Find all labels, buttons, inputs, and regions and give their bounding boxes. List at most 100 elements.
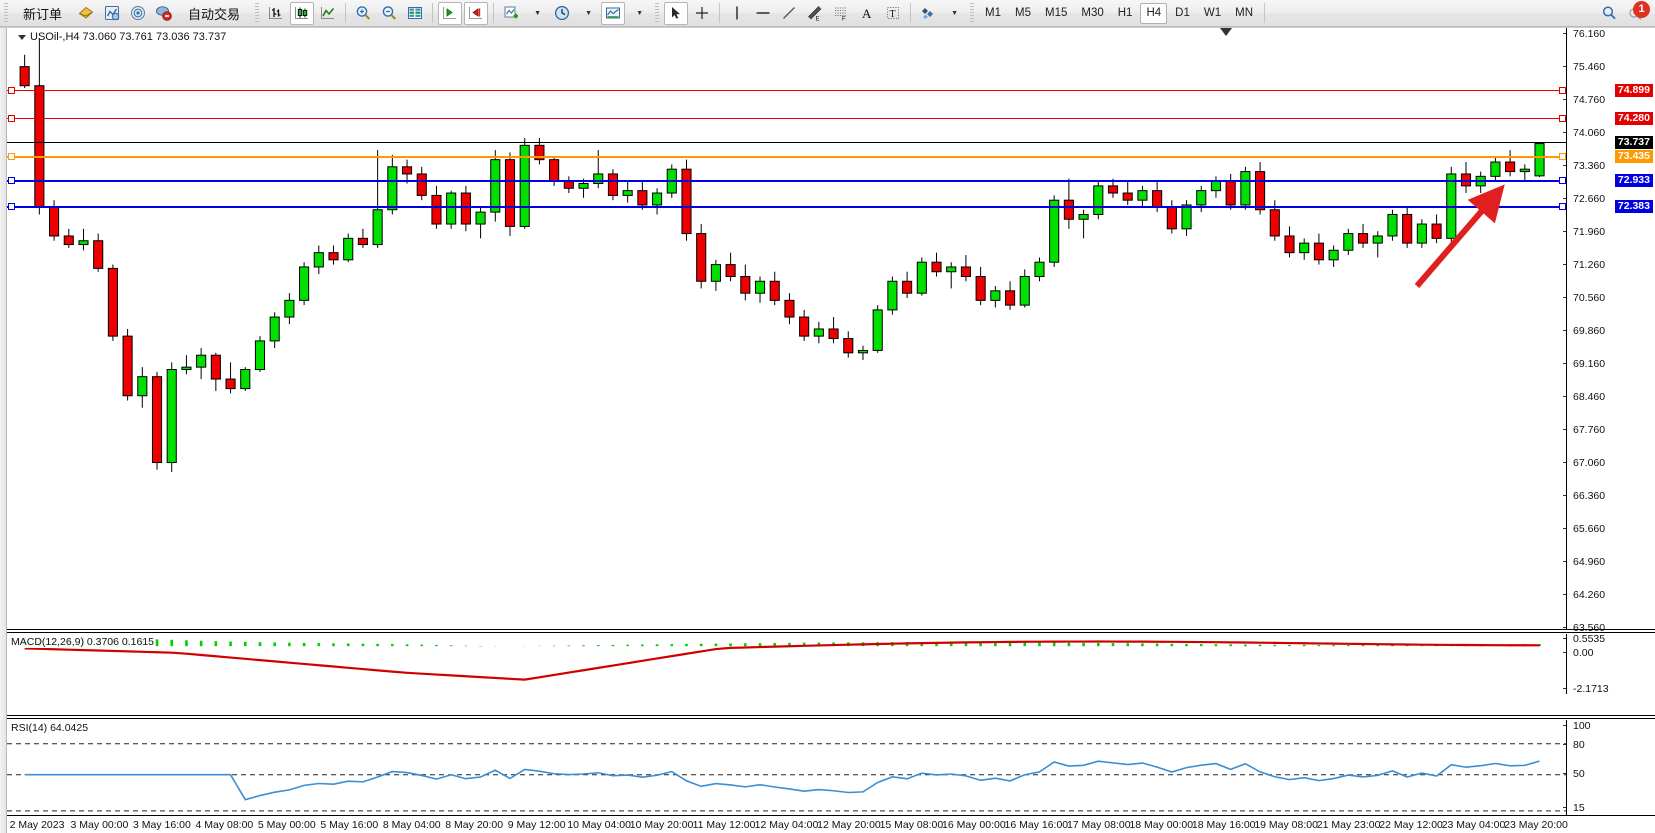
price-label-current-price: 73.737 — [1614, 136, 1653, 149]
grid-icon[interactable] — [403, 2, 427, 25]
price-tick: 71.260 — [1562, 260, 1605, 270]
new-order-button[interactable]: 新订单 — [13, 2, 72, 25]
level-handle-resistance-lower-left[interactable] — [8, 115, 15, 122]
timeframe-h1[interactable]: H1 — [1117, 7, 1133, 19]
timeframe-h4[interactable]: H4 — [1140, 2, 1168, 24]
new-order-icon[interactable] — [74, 2, 98, 25]
search-icon[interactable] — [1597, 2, 1621, 25]
price-scale[interactable]: 76.160 75.460 74.760 74.060 73.360 72.66… — [1562, 28, 1655, 633]
time-axis-label: 23 May 04:00 — [1441, 819, 1506, 831]
alert-icon[interactable]: 1 — [1623, 0, 1650, 25]
pane-divider-macd-rsi-2 — [7, 718, 1655, 719]
vline-icon[interactable] — [725, 2, 749, 25]
candle-chart-icon[interactable] — [290, 1, 315, 25]
level-handle-resistance-upper[interactable] — [1559, 87, 1566, 94]
bullish-arrow[interactable] — [1405, 176, 1535, 296]
objects-dropdown-arrow[interactable]: ▼ — [951, 9, 958, 17]
period-icon[interactable] — [550, 2, 574, 25]
equidistant-channel-icon[interactable]: E — [803, 2, 827, 25]
level-line-pivot[interactable] — [7, 156, 1566, 158]
macd-header: MACD(12,26,9) 0.3706 0.1615 — [11, 636, 155, 648]
level-line-resistance-upper[interactable] — [7, 90, 1566, 91]
templates-icon[interactable] — [601, 1, 626, 25]
zoom-in-icon[interactable] — [351, 2, 375, 25]
price-tick: 64.260 — [1562, 590, 1605, 600]
svg-text:E: E — [816, 17, 820, 23]
level-handle-support-lower[interactable] — [1559, 203, 1566, 210]
data-window-icon[interactable] — [100, 2, 124, 25]
price-tick: 67.060 — [1562, 458, 1605, 468]
new-order-label: 新订单 — [23, 6, 63, 22]
rsi-pane[interactable]: 100 80 50 15 RSI(14) 64.0425 — [7, 720, 1655, 816]
chart-shift-icon[interactable] — [438, 1, 463, 25]
text-label-icon[interactable]: T — [881, 2, 905, 25]
toolbar-grip-4[interactable] — [969, 3, 976, 23]
price-pane[interactable]: 76.160 75.460 74.760 74.060 73.360 72.66… — [7, 28, 1655, 633]
level-line-support-lower[interactable] — [7, 206, 1566, 208]
level-handle-resistance-upper-left[interactable] — [8, 87, 15, 94]
auto-trading-label: 自动交易 — [188, 6, 241, 22]
indicators-dropdown-arrow[interactable]: ▼ — [534, 9, 541, 17]
timeframe-d1[interactable]: D1 — [1175, 7, 1190, 19]
chart-window[interactable]: 76.160 75.460 74.760 74.060 73.360 72.66… — [0, 27, 1655, 833]
toolbar-grip-2[interactable] — [254, 3, 261, 23]
level-line-current-price — [7, 142, 1566, 143]
level-line-support-upper[interactable] — [7, 180, 1566, 182]
rsi-tick-15: 15 — [1563, 803, 1585, 813]
time-axis-label: 2 May 2023 — [9, 819, 65, 831]
price-tick: 71.960 — [1562, 227, 1605, 237]
cursor-icon[interactable] — [664, 1, 689, 25]
timeframe-mn[interactable]: MN — [1235, 7, 1253, 19]
level-handle-pivot-left[interactable] — [8, 153, 15, 160]
level-line-resistance-lower[interactable] — [7, 118, 1566, 119]
toolbar-separator-4 — [719, 3, 721, 23]
timeframe-w1[interactable]: W1 — [1203, 7, 1222, 19]
time-axis-label: 11 May 12:00 — [692, 819, 756, 831]
level-handle-pivot[interactable] — [1559, 153, 1566, 160]
line-chart-icon[interactable] — [316, 2, 340, 25]
level-handle-support-upper-left[interactable] — [8, 177, 15, 184]
level-handle-support-upper[interactable] — [1559, 177, 1566, 184]
indicators-icon[interactable] — [499, 2, 523, 25]
symbol-ohlc-text: USOil-,H4 73.060 73.761 73.036 73.737 — [30, 31, 227, 43]
timeframe-m30[interactable]: M30 — [1081, 7, 1104, 19]
bar-chart-icon[interactable] — [264, 2, 288, 25]
crosshair-icon[interactable] — [690, 2, 714, 25]
timeframe-m1[interactable]: M1 — [985, 7, 1002, 19]
chart-shift-marker-icon[interactable] — [1220, 28, 1232, 36]
auto-scroll-icon[interactable] — [464, 1, 489, 25]
macd-pane[interactable]: 0.5535 0.00 -2.1713 MACD(12,26,9) 0.3706… — [7, 634, 1655, 694]
price-tick: 67.760 — [1562, 425, 1605, 435]
toolbar-grip-3[interactable] — [654, 3, 661, 23]
svg-text:F: F — [842, 17, 846, 23]
price-label-pivot: 73.435 — [1614, 150, 1653, 163]
rsi-series — [7, 743, 1566, 812]
templates-dropdown-arrow[interactable]: ▼ — [636, 9, 643, 17]
timeframe-m15[interactable]: M15 — [1045, 7, 1068, 19]
auto-trading-icon[interactable] — [152, 2, 176, 25]
level-handle-support-lower-left[interactable] — [8, 203, 15, 210]
price-label-resistance-lower: 74.280 — [1614, 112, 1653, 125]
pane-divider-macd-rsi — [7, 715, 1655, 716]
broadcast-icon[interactable] — [126, 2, 150, 25]
chart-menu-triangle-icon[interactable] — [18, 34, 26, 40]
toolbar-separator-6 — [1264, 3, 1265, 23]
trendline-icon[interactable] — [777, 2, 801, 25]
objects-icon[interactable] — [916, 2, 940, 25]
hline-icon[interactable] — [751, 2, 775, 25]
rsi-tick-80: 80 — [1563, 740, 1585, 750]
pane-divider-price-macd — [7, 629, 1655, 630]
time-axis-label: 22 May 12:00 — [1379, 819, 1443, 831]
toolbar-grip[interactable] — [3, 3, 9, 23]
zoom-out-icon[interactable] — [377, 2, 401, 25]
time-axis-label: 4 May 08:00 — [195, 819, 254, 831]
level-handle-resistance-lower[interactable] — [1559, 115, 1566, 122]
rsi-tick-50: 50 — [1563, 769, 1585, 779]
timeframe-m5[interactable]: M5 — [1015, 7, 1031, 19]
text-icon[interactable]: A — [855, 2, 879, 25]
period-dropdown-arrow[interactable]: ▼ — [585, 9, 592, 17]
time-axis-label: 3 May 16:00 — [133, 819, 191, 831]
fibonacci-icon[interactable]: F — [829, 2, 853, 25]
auto-trading-button[interactable]: 自动交易 — [178, 2, 250, 25]
time-axis-label: 5 May 00:00 — [257, 819, 316, 831]
